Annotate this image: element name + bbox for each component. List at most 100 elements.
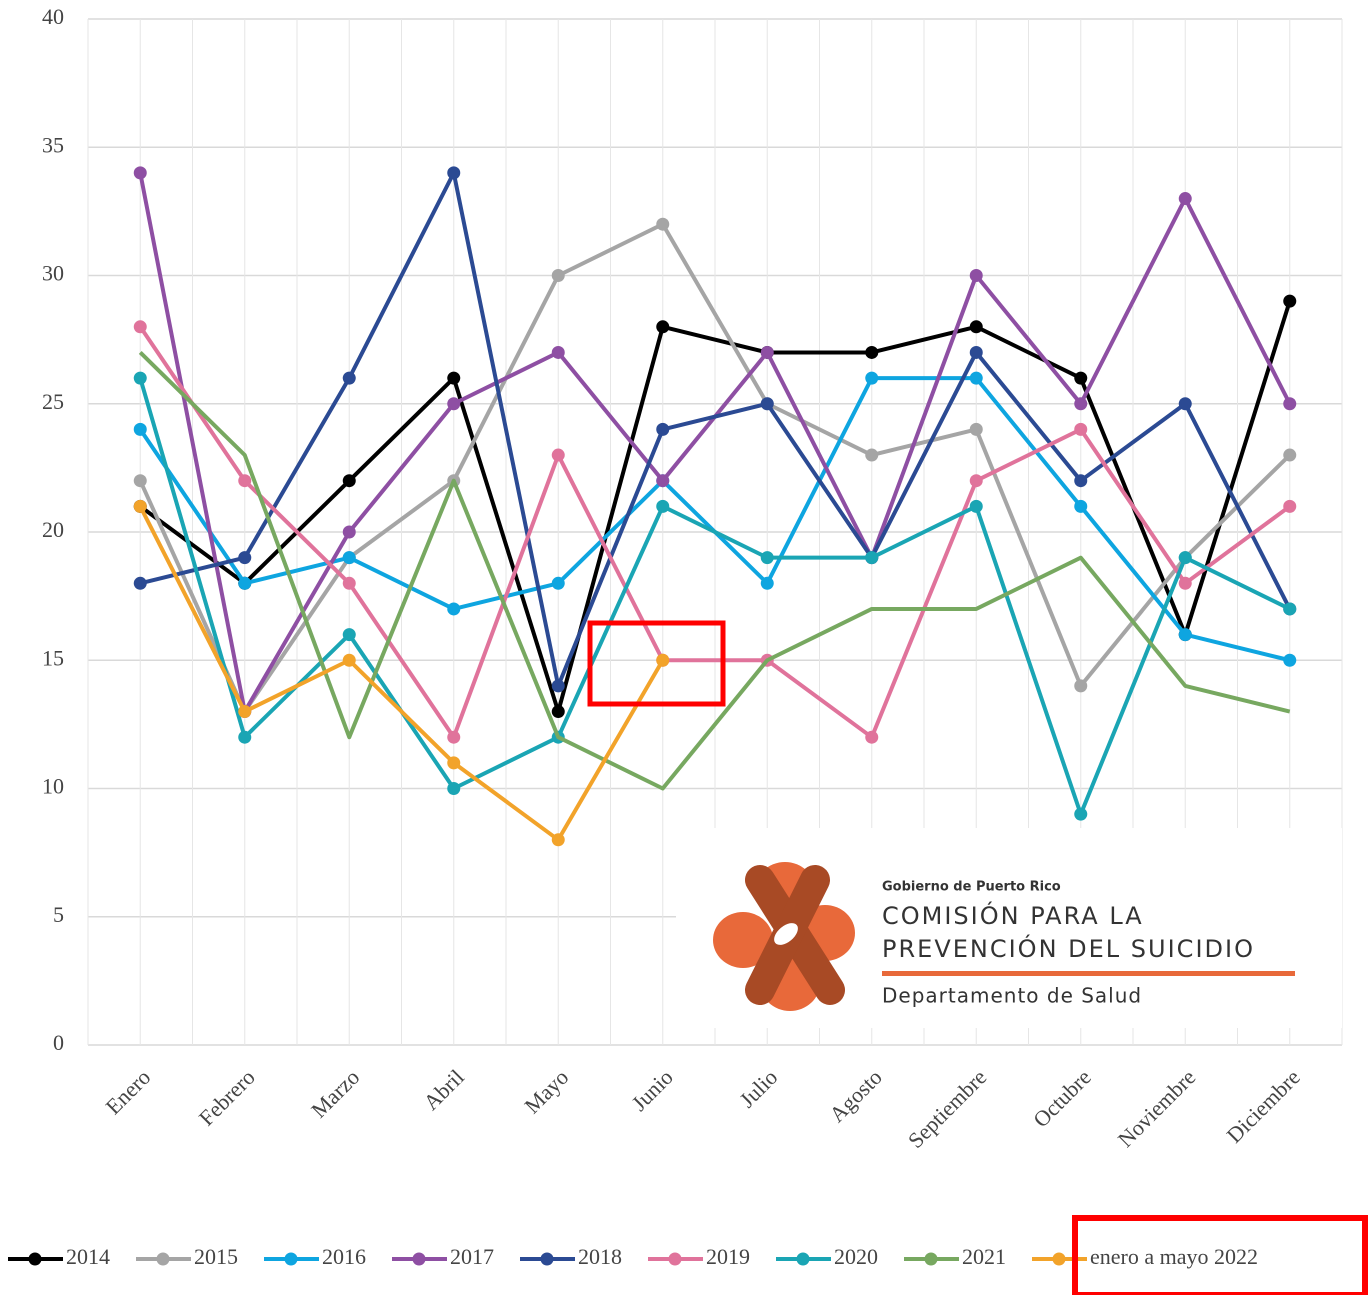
y-tick-label: 10 xyxy=(42,774,64,799)
y-tick-label: 30 xyxy=(42,261,64,286)
data-point xyxy=(133,320,147,334)
x-tick-label: Diciembre xyxy=(1222,1064,1305,1147)
data-point xyxy=(1283,448,1297,462)
legend-marker xyxy=(796,1252,810,1266)
x-tick-label: Octubre xyxy=(1028,1064,1096,1132)
data-point xyxy=(656,217,670,231)
data-point xyxy=(551,269,565,282)
data-point xyxy=(342,628,356,642)
x-tick-label: Septiembre xyxy=(903,1064,992,1153)
data-point xyxy=(133,371,147,385)
data-point xyxy=(865,345,879,359)
logo-line2: PREVENCIÓN DEL SUICIDIO xyxy=(882,933,1255,963)
data-point xyxy=(760,345,774,359)
data-point xyxy=(969,345,983,359)
data-point xyxy=(1283,294,1297,308)
y-tick-label: 35 xyxy=(42,132,64,157)
data-point xyxy=(133,499,147,513)
data-point xyxy=(447,371,461,385)
data-point xyxy=(133,474,147,488)
data-point xyxy=(969,320,983,334)
x-tick-label: Febrero xyxy=(194,1064,260,1130)
legend-marker xyxy=(284,1252,298,1266)
data-point xyxy=(238,576,252,590)
data-point xyxy=(238,474,252,488)
data-point xyxy=(447,730,461,744)
legend-marker xyxy=(540,1252,554,1266)
data-point xyxy=(238,551,252,565)
highlight-box xyxy=(587,620,726,707)
data-point xyxy=(1283,602,1297,616)
series-line xyxy=(138,505,665,842)
data-point xyxy=(656,653,670,667)
data-point xyxy=(133,422,147,436)
data-point xyxy=(1178,628,1192,642)
y-tick-label: 5 xyxy=(53,902,64,927)
data-point xyxy=(447,397,461,411)
data-point xyxy=(1074,807,1088,821)
y-tick-label: 20 xyxy=(42,517,64,542)
data-point xyxy=(133,576,147,590)
data-point xyxy=(656,474,670,488)
x-tick-label: Julio xyxy=(734,1064,782,1112)
data-point xyxy=(865,730,879,744)
legend-marker xyxy=(924,1252,938,1266)
legend-marker xyxy=(668,1252,682,1266)
legend-marker xyxy=(28,1252,42,1266)
data-point xyxy=(342,525,356,539)
y-tick-label: 15 xyxy=(42,645,64,670)
x-tick-label: Marzo xyxy=(306,1064,364,1122)
data-point xyxy=(551,448,565,462)
legend-marker xyxy=(412,1252,426,1266)
data-point xyxy=(1283,499,1297,513)
data-point xyxy=(656,320,670,334)
plot xyxy=(133,166,1297,847)
data-point xyxy=(551,576,565,590)
legend-label: 2017 xyxy=(450,1244,494,1269)
data-point xyxy=(656,499,670,513)
data-point xyxy=(865,448,879,462)
legend-label: 2020 xyxy=(834,1244,878,1269)
data-point xyxy=(1178,551,1192,565)
legend-marker xyxy=(156,1252,170,1266)
series-line xyxy=(138,222,1292,714)
data-point xyxy=(760,576,774,590)
legend-label: 2014 xyxy=(66,1244,110,1269)
series-line xyxy=(139,170,1292,688)
data-point xyxy=(656,422,670,436)
series-line xyxy=(138,351,1291,791)
logo-icon xyxy=(713,862,855,1011)
data-point xyxy=(865,371,879,385)
legend-label: enero a mayo 2022 xyxy=(1090,1244,1258,1269)
data-point xyxy=(238,730,252,744)
data-point xyxy=(1074,371,1088,385)
legend-label: 2019 xyxy=(706,1244,750,1269)
y-tick-label: 40 xyxy=(42,4,64,29)
data-point xyxy=(551,679,565,693)
data-point xyxy=(1074,474,1088,488)
data-point xyxy=(969,474,983,488)
x-tick-label: Enero xyxy=(101,1064,156,1119)
data-point xyxy=(969,499,983,513)
legend-label: 2016 xyxy=(322,1244,366,1269)
data-point xyxy=(969,422,983,436)
logo-line1: COMISIÓN PARA LA xyxy=(882,900,1144,930)
data-point xyxy=(551,833,565,847)
data-point xyxy=(238,705,252,719)
y-tick-label: 0 xyxy=(53,1030,64,1055)
data-point xyxy=(1074,397,1088,411)
data-point xyxy=(447,166,461,180)
data-point xyxy=(1074,422,1088,436)
data-point xyxy=(1283,653,1297,667)
x-tick-label: Abril xyxy=(418,1064,469,1115)
legend-label: 2021 xyxy=(962,1244,1006,1269)
data-point xyxy=(1178,192,1192,206)
y-tick-label: 25 xyxy=(42,389,64,414)
data-point xyxy=(342,371,356,385)
data-point xyxy=(1074,499,1088,513)
data-point xyxy=(1178,397,1192,411)
legend-marker xyxy=(1052,1252,1066,1266)
series-line xyxy=(138,325,1291,740)
logo-bottom: Departamento de Salud xyxy=(882,984,1142,1008)
